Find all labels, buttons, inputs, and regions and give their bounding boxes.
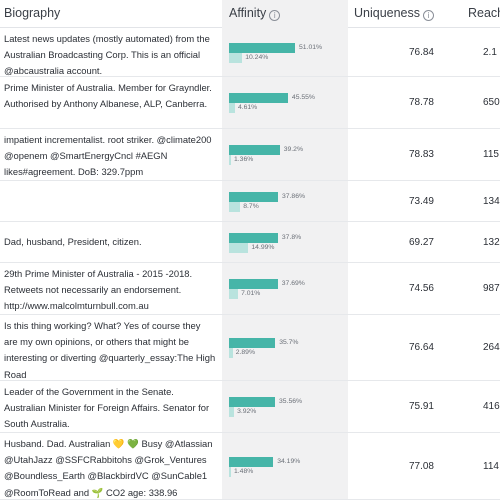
column-header-affinity-label: Affinity [229,6,267,20]
reach-value: 416 [483,401,500,412]
affinity-primary-label: 37.86% [281,192,306,200]
affinity-cell: 37.69% 7.01% [222,263,348,314]
affinity-secondary-label: 10.24% [245,53,269,61]
affinity-secondary-label: 1.36% [234,156,254,163]
column-header-affinity[interactable]: Affinity i [222,0,348,28]
affinity-primary-label: 37.8% [281,233,302,241]
reach-value: 114 [483,460,499,472]
affinity-primary-bar [229,145,280,155]
affinity-secondary-bar [229,242,249,253]
affinity-cell: 39.2% 1.36% [222,129,348,180]
table-row[interactable]: Husband. Dad. Australian 💛 💚 Busy @Atlas… [0,433,500,500]
affinity-secondary-bar [229,52,243,63]
affinity-cell: 37.86% 8.7% [222,181,348,221]
affinity-primary-label: 35.56% [279,398,303,405]
affinity-secondary-bar [229,103,235,113]
affinity-cell: 37.8% 14.99% [222,222,348,262]
column-header-reach[interactable]: Reach [438,0,500,28]
reach-value: 134.6 [483,195,500,207]
affinity-cell: 35.7% 2.89% [222,315,348,380]
reach-value: 115 [483,149,499,160]
column-header-biography[interactable]: Biography [4,0,60,28]
affinity-primary-label: 45.55% [291,94,315,101]
biography-text: Leader of the Government in the Senate. … [4,386,210,430]
affinity-secondary-label: 8.7% [243,202,259,210]
affinity-cell: 34.19% 1.48% [222,433,348,499]
affinity-primary-label: 51.01% [299,43,323,51]
biography-text: 29th Prime Minister of Australia - 2015 … [4,268,193,312]
affinity-primary-label: 35.7% [279,339,299,346]
affinity-secondary-bar [229,348,233,358]
biography-text: Prime Minister of Australia. Member for … [4,82,212,110]
affinity-primary-bar [229,456,274,467]
affinity-primary-label: 34.19% [277,457,301,465]
affinity-secondary-bar [229,466,231,477]
uniqueness-value: 75.91 [408,401,434,412]
biography-text: Husband. Dad. Australian 💛 💚 Busy @Atlas… [4,438,213,498]
table-row[interactable]: 37.86% 8.7% 73.49 134.6 [0,181,500,222]
uniqueness-value: 76.64 [408,342,434,353]
affinity-primary-bar [229,232,278,243]
table-row[interactable]: Prime Minister of Australia. Member for … [0,77,500,129]
column-header-reach-label: Reach [468,6,500,20]
reach-value: 2.1 [483,46,497,58]
reach-value: 132.9 [483,236,500,248]
uniqueness-value: 73.49 [408,195,434,207]
table-row[interactable]: impatient incrementalist. root striker. … [0,129,500,181]
column-header-biography-label: Biography [4,6,61,20]
column-header-uniqueness-label: Uniqueness [353,6,420,20]
column-header-uniqueness[interactable]: Uniqueness i [348,0,438,28]
uniqueness-value: 76.84 [408,46,434,58]
info-icon[interactable]: i [269,10,281,21]
biography-text: Dad, husband, President, citizen. [4,236,142,248]
affinity-primary-bar [229,397,275,407]
reach-value: 650 [483,97,500,108]
uniqueness-value: 78.83 [408,149,434,160]
biography-text: Is this thing working? What? Yes of cour… [4,320,216,380]
reach-value: 264 [483,342,500,353]
affinity-secondary-label: 4.61% [237,104,258,111]
uniqueness-value: 74.56 [408,283,434,294]
affinity-secondary-label: 14.99% [251,243,275,251]
biography-text: impatient incrementalist. root striker. … [4,134,212,178]
affinity-cell: 45.55% 4.61% [222,77,348,128]
reach-value: 987 [483,283,500,294]
affinity-primary-bar [229,93,288,103]
affinity-cell: 51.01% 10.24% [222,28,348,76]
affinity-secondary-bar [229,155,231,165]
affinity-secondary-label: 2.89% [235,349,256,356]
affinity-primary-label: 37.69% [281,280,305,287]
info-icon[interactable]: i [423,10,434,21]
table-row[interactable]: Dad, husband, President, citizen. 37.8% 14… [0,222,500,263]
affinity-primary-bar [229,279,278,289]
affinity-secondary-label: 3.92% [237,408,257,415]
affinity-primary-bar [229,191,278,202]
table-row[interactable]: Latest news updates (mostly automated) f… [0,28,500,77]
affinity-primary-bar [229,338,276,348]
uniqueness-value: 69.27 [408,236,434,248]
affinity-primary-label: 39.2% [283,146,303,153]
uniqueness-value: 77.08 [408,460,434,472]
affinity-primary-bar [229,42,295,53]
affinity-secondary-label: 7.01% [241,290,261,297]
affinity-secondary-bar [229,407,235,417]
affinity-secondary-bar [229,289,239,299]
table-row[interactable]: 29th Prime Minister of Australia - 2015 … [0,263,500,315]
table-row[interactable]: Leader of the Government in the Senate. … [0,381,500,433]
affinity-secondary-bar [229,201,241,212]
affinity-cell: 35.56% 3.92% [222,381,348,432]
biography-text: Latest news updates (mostly automated) f… [4,33,210,77]
affinity-secondary-label: 1.48% [234,467,254,475]
uniqueness-value: 78.78 [408,97,434,108]
table-row[interactable]: Is this thing working? What? Yes of cour… [0,315,500,381]
